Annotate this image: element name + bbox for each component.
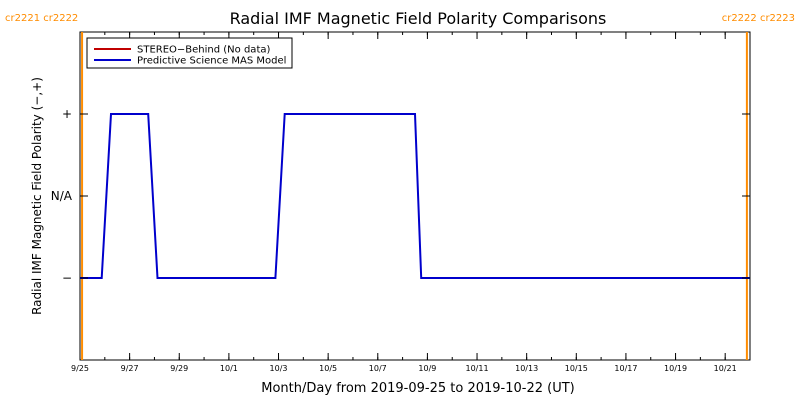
x-axis-label: Month/Day from 2019-09-25 to 2019-10-22 …	[261, 381, 574, 396]
x-tick-label: 10/9	[418, 364, 436, 373]
y-tick-label: −	[62, 271, 72, 285]
x-tick-label: 9/25	[71, 364, 89, 373]
x-tick-label: 9/29	[170, 364, 188, 373]
carrington-labels: cr2221 cr2222 cr2222 cr2223	[5, 13, 795, 24]
y-axis-label: Radial IMF Magnetic Field Polarity (−,+)	[30, 77, 44, 315]
x-tick-label: 9/27	[121, 364, 139, 373]
x-tick-label: 10/13	[515, 364, 538, 373]
x-tick-label: 10/21	[714, 364, 737, 373]
x-tick-label: 10/19	[664, 364, 687, 373]
plot-frame	[79, 31, 751, 361]
x-tick-label: 10/15	[565, 364, 588, 373]
y-tick-label: N/A	[51, 189, 73, 203]
legend-label-psi-mas-model: Predictive Science MAS Model	[137, 56, 286, 67]
x-tick-label: 10/5	[319, 364, 337, 373]
x-tick-label: 10/11	[466, 364, 489, 373]
carrington-marker-label: cr2221 cr2222	[5, 13, 78, 24]
y-tick-label: +	[62, 107, 72, 121]
legend-label-stereo-behind: STEREO−Behind (No data)	[137, 45, 270, 56]
series-line-1	[80, 113, 750, 279]
x-tick-label: 10/3	[270, 364, 288, 373]
carrington-marker-label: cr2222 cr2223	[722, 13, 795, 24]
y-axis: + N/A −	[51, 107, 750, 285]
legend: STEREO−Behind (No data) Predictive Scien…	[86, 37, 293, 69]
x-tick-label: 10/7	[369, 364, 387, 373]
x-tick-label: 10/17	[614, 364, 637, 373]
x-axis: 9/25 9/27 9/29 10/1 10/3 10/5 10/7 10/9 10/11 10/…	[71, 32, 751, 373]
x-tick-label: 10/1	[220, 364, 238, 373]
carrington-marker-lines	[81, 32, 748, 360]
series-layer	[80, 113, 750, 279]
legend-box	[86, 37, 293, 69]
chart-title: Radial IMF Magnetic Field Polarity Compa…	[230, 9, 607, 28]
